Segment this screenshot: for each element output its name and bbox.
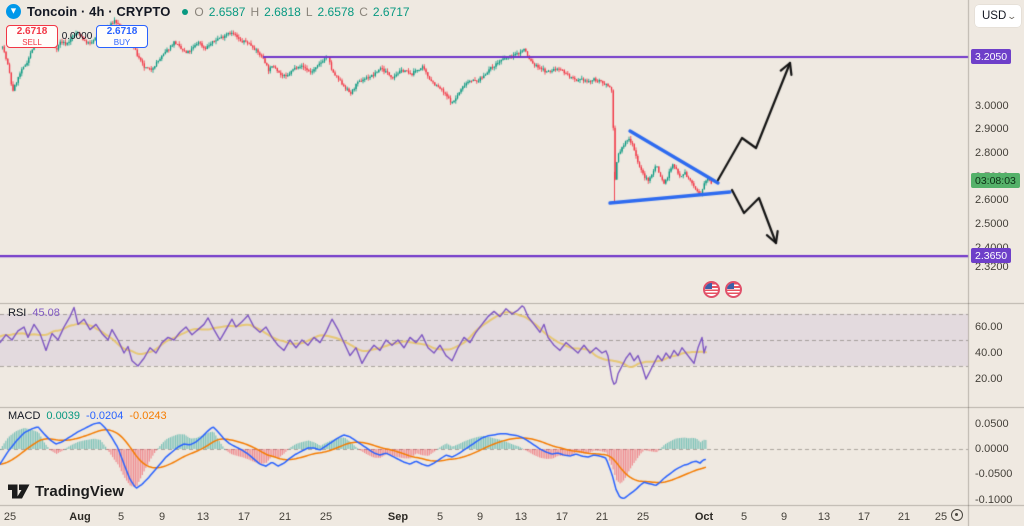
buy-price: 2.6718 [106, 25, 138, 37]
time-tick-label: 5 [740, 511, 748, 523]
time-tick-label: Sep [387, 511, 409, 523]
open-value: 2.6587 [208, 4, 246, 19]
time-tick-label: 21 [595, 511, 609, 523]
price-tick-label: 2.3200 [975, 260, 1009, 273]
currency-selector[interactable]: USD ⌄ [975, 5, 1021, 27]
currency-value: USD [982, 10, 1007, 22]
time-tick-label: 17 [555, 511, 569, 523]
tradingview-wordmark: TradingView [35, 483, 125, 500]
high-value: 2.6818 [264, 4, 301, 19]
price-tick-label: 2.8000 [975, 146, 1009, 159]
price-level-badge: 2.3650 [971, 248, 1012, 264]
time-tick-label: 17 [237, 511, 251, 523]
macd-tick-label: -0.1000 [975, 493, 1013, 506]
rsi-label: RSI [8, 307, 27, 319]
flag-canton [705, 283, 712, 289]
economic-event-flag-icon[interactable] [725, 281, 742, 298]
price-tick-label: 2.5000 [975, 218, 1009, 231]
toncoin-logo-icon: ▼ [6, 4, 21, 19]
buy-button[interactable]: 2.6718 BUY [96, 25, 148, 48]
rsi-value: 45.08 [32, 307, 60, 319]
time-tick-label: 13 [514, 511, 528, 523]
time-tick-label: Aug [69, 511, 91, 523]
buy-label: BUY [113, 37, 131, 47]
flag-canton [727, 283, 734, 289]
time-tick-label: 21 [897, 511, 911, 523]
macd-tick-label: -0.0500 [975, 468, 1013, 481]
time-tick-label: 25 [319, 511, 333, 523]
market-status-dot-icon [182, 8, 189, 15]
macd-line-value: -0.0204 [86, 410, 124, 422]
time-tick-label: 25 [934, 511, 948, 523]
close-label: C [359, 4, 368, 19]
macd-legend[interactable]: MACD 0.0039 -0.0204 -0.0243 [8, 410, 167, 422]
sell-label: SELL [22, 37, 42, 47]
economic-event-flag-icon[interactable] [703, 281, 720, 298]
tradingview-branding[interactable]: TradingView [8, 483, 124, 500]
sell-button[interactable]: 2.6718 SELL [6, 25, 58, 48]
macd-tick-label: 0.0500 [975, 417, 1009, 430]
price-tick-label: 3.0000 [975, 99, 1009, 112]
rsi-tick-label: 20.00 [975, 373, 1003, 385]
time-tick-label: 9 [780, 511, 788, 523]
high-label: H [250, 4, 260, 19]
sell-price: 2.6718 [16, 25, 48, 37]
price-tick-label: 2.9000 [975, 123, 1009, 136]
time-tick-label: 21 [278, 511, 292, 523]
rsi-legend[interactable]: RSI 45.08 [8, 307, 60, 319]
time-tick-label: 13 [817, 511, 831, 523]
price-tick-label: 2.6000 [975, 194, 1009, 207]
time-tick-label: 5 [436, 511, 444, 523]
time-tick-label: 17 [857, 511, 871, 523]
macd-hist-value: 0.0039 [46, 410, 81, 422]
macd-signal-value: -0.0243 [129, 410, 167, 422]
price-level-badge: 3.2050 [971, 49, 1012, 64]
trade-buttons: 2.6718 SELL 0.0000 2.6718 BUY [6, 25, 148, 48]
symbol-toolbar: ▼ Toncoin · 4h · CRYPTO O 2.6587 H 2.6818 … [6, 4, 410, 19]
time-tick-label: 9 [158, 511, 166, 523]
time-tick-label: 25 [3, 511, 17, 523]
spread-value: 0.0000 [61, 31, 93, 42]
tradingview-logo-icon [8, 484, 30, 499]
time-tick-label: Oct [694, 511, 714, 523]
time-tick-label: 25 [636, 511, 650, 523]
time-tick-label: 5 [117, 511, 125, 523]
close-value: 2.6717 [372, 4, 410, 19]
time-tick-label: 9 [476, 511, 484, 523]
rsi-tick-label: 40.00 [975, 347, 1003, 359]
bar-countdown-badge: 03:08:03 [971, 173, 1020, 189]
symbol-title[interactable]: Toncoin · 4h · CRYPTO [27, 4, 171, 19]
macd-tick-label: 0.0000 [975, 443, 1009, 455]
low-value: 2.6578 [317, 4, 355, 19]
time-tick-label: 13 [196, 511, 210, 523]
macd-label: MACD [8, 410, 41, 422]
rsi-tick-label: 60.00 [975, 321, 1003, 333]
open-label: O [194, 4, 204, 19]
timezone-settings-gear-icon[interactable] [951, 509, 963, 521]
low-label: L [305, 4, 313, 19]
chevron-down-icon: ⌄ [1006, 10, 1018, 21]
ohlc-readout: O 2.6587 H 2.6818 L 2.6578 C 2.6717 [194, 5, 409, 19]
